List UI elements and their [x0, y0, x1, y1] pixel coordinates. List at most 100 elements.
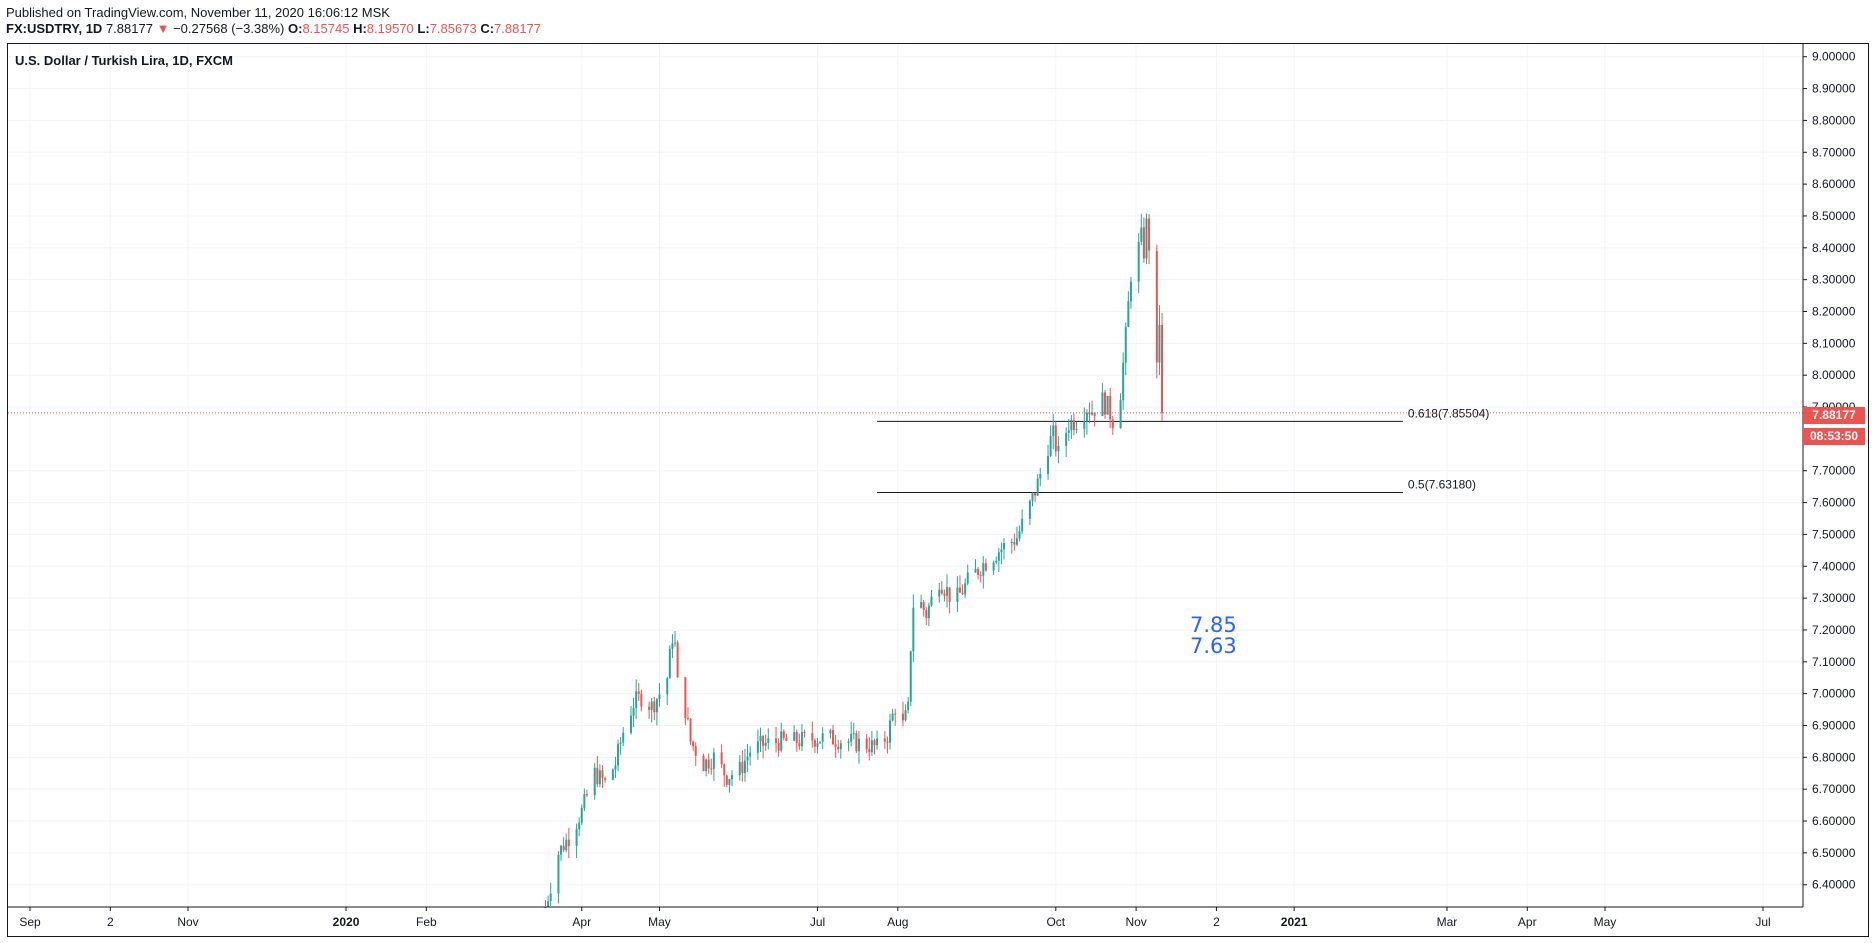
candle-body: [712, 752, 715, 769]
x-tick-label: Apr: [1518, 915, 1537, 929]
candle-body: [795, 732, 798, 744]
candle-body: [946, 587, 949, 596]
candle-body: [632, 707, 635, 716]
candle-body: [1047, 455, 1050, 474]
candle-body: [684, 677, 687, 719]
candle-body: [940, 589, 943, 594]
candle-body: [966, 572, 969, 584]
candle-body: [705, 759, 708, 772]
candle-body: [1137, 241, 1140, 282]
candle-body: [925, 610, 928, 619]
candle-body: [982, 563, 985, 576]
y-tick-label: 7.20000: [1812, 623, 1856, 637]
candle-body: [782, 731, 785, 738]
candle-body: [1101, 392, 1104, 416]
candle-body: [956, 587, 959, 602]
high-label: H:: [353, 21, 367, 36]
candle-body: [767, 738, 770, 743]
candle-body: [852, 733, 855, 735]
candle-body: [839, 743, 842, 750]
published-line: Published on TradingView.com, November 1…: [6, 5, 390, 20]
candle-body: [549, 893, 552, 902]
candle-body: [775, 738, 778, 744]
x-tick-label: Oct: [1046, 915, 1065, 929]
y-tick-label: 8.50000: [1812, 209, 1856, 223]
ohlc-line: FX:USDTRY, 1D 7.88177 ▼ −0.27568 (−3.38%…: [6, 21, 541, 36]
candle-body: [1057, 445, 1060, 452]
candle-body: [876, 738, 879, 746]
candle-body: [692, 741, 695, 747]
candle-body: [1065, 432, 1068, 446]
candle-body: [1155, 250, 1158, 363]
y-tick-label: 6.90000: [1812, 718, 1856, 732]
candle-body: [829, 730, 832, 734]
chart-frame: [7, 43, 1869, 937]
candle-body: [596, 767, 599, 785]
candle-body: [756, 741, 759, 753]
candle-body: [901, 713, 904, 721]
candle-body: [694, 746, 697, 756]
x-tick-label: Jul: [810, 915, 825, 929]
candle-body: [1083, 421, 1086, 429]
candle-body: [601, 770, 604, 779]
open-value: 8.15745: [302, 21, 350, 36]
y-tick-label: 6.80000: [1812, 750, 1856, 764]
candle-body: [580, 808, 583, 823]
candle-body: [1015, 538, 1018, 545]
candle-body: [834, 744, 837, 747]
candle-body: [578, 822, 581, 830]
candle-body: [938, 589, 941, 597]
candle-body: [974, 568, 977, 573]
candle-body: [811, 733, 814, 741]
candle-body: [803, 731, 806, 734]
y-tick-label: 7.10000: [1812, 655, 1856, 669]
price-note: 7.85 7.63: [1190, 615, 1237, 657]
candle-body: [1052, 425, 1055, 437]
last-value: 7.88177: [105, 21, 153, 36]
x-tick-label: Nov: [177, 915, 198, 929]
fib-label: 0.5(7.63180): [1408, 477, 1476, 491]
candle-body: [948, 587, 951, 602]
low-value: 7.85673: [429, 21, 477, 36]
candle-body: [1018, 531, 1021, 539]
candle-body: [798, 743, 801, 747]
candle-body: [1085, 412, 1088, 422]
time-axis[interactable]: Sep 2 Nov 2020 Feb Apr May Jul Aug Oct Nov 2 2021 Mar…: [8, 906, 1803, 929]
candle-body: [1031, 492, 1034, 501]
candle-body: [961, 592, 964, 595]
price-axis[interactable]: 9.00000 8.90000 8.80000 8.70000 8.60000 8.500…: [1802, 44, 1856, 907]
x-tick-label: Jul: [1755, 915, 1770, 929]
candle-body: [565, 839, 568, 851]
candle-body: [562, 845, 565, 851]
candle-body: [640, 693, 643, 707]
x-tick-label: Feb: [416, 915, 437, 929]
candle-body: [868, 749, 871, 753]
candle-body: [1109, 395, 1112, 420]
candle-body: [930, 596, 933, 606]
candle-body: [720, 752, 723, 765]
y-tick-label: 7.70000: [1812, 464, 1856, 478]
candle-body: [891, 713, 894, 721]
y-tick-label: 9.00000: [1812, 50, 1856, 64]
candle-body: [1067, 430, 1070, 433]
candle-body: [920, 602, 923, 608]
y-tick-label: 8.70000: [1812, 145, 1856, 159]
candle-body: [1158, 325, 1161, 363]
candle-body: [1142, 227, 1145, 259]
candle-body: [1161, 325, 1164, 413]
y-tick-label: 7.40000: [1812, 559, 1856, 573]
candle-body: [746, 756, 749, 761]
candle-body: [1021, 518, 1024, 532]
candle-body: [1122, 362, 1125, 401]
fib-levels[interactable]: 0.618(7.85504) 0.5(7.63180): [877, 406, 1489, 493]
candle-body: [958, 587, 961, 593]
candle-body: [738, 761, 741, 776]
candle-body: [1075, 428, 1078, 430]
candle-body: [741, 761, 744, 773]
x-tick-label: Aug: [887, 915, 908, 929]
candle-body: [583, 794, 586, 809]
candle-body: [1034, 492, 1037, 496]
candle-body: [1127, 301, 1130, 327]
candle-body: [1129, 281, 1132, 302]
